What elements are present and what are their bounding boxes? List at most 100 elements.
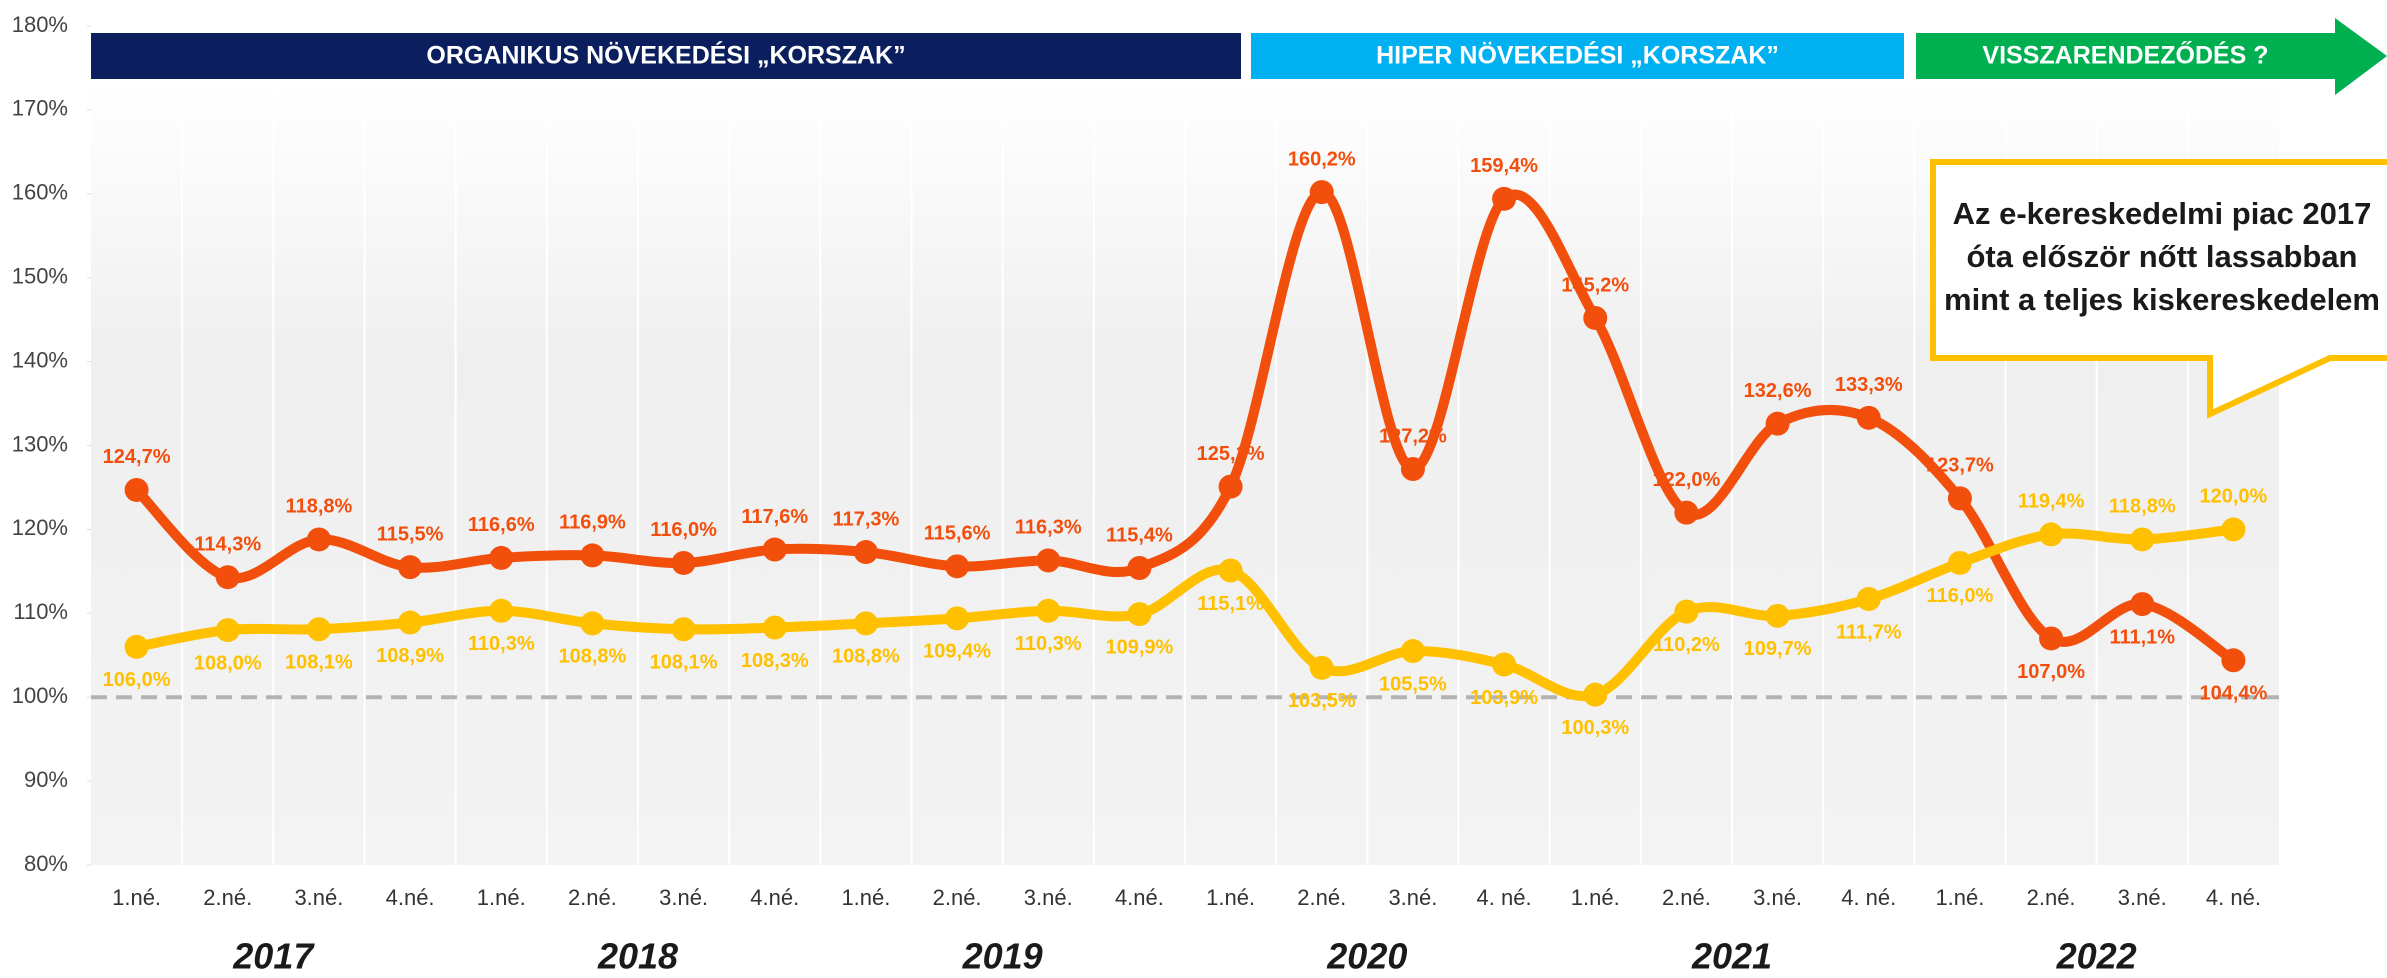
data-label: 116,9% [559,512,626,534]
period-banner [1251,33,1904,79]
data-point [1492,186,1517,211]
data-label: 160,2% [1288,148,1356,170]
data-point [580,611,605,636]
data-point [398,555,423,580]
x-tick-label: 2.né. [2027,885,2076,910]
data-label: 118,8% [286,496,353,518]
data-point [1309,655,1334,680]
data-point [1218,558,1243,583]
data-point [215,565,240,590]
data-label: 108,1% [650,652,718,674]
period-label: HIPER NÖVEKEDÉSI „KORSZAK” [1376,41,1779,70]
data-point [1947,550,1972,575]
x-tick-label: 3.né. [2118,885,2167,910]
year-label: 2018 [597,936,678,977]
data-label: 108,3% [741,650,809,672]
data-label: 132,6% [1744,380,1812,402]
data-point [762,615,787,640]
data-point [853,540,878,565]
callout-box [1930,159,2387,419]
year-label: 2020 [1326,936,1407,977]
data-label: 110,3% [468,633,535,655]
data-point [762,537,787,562]
data-label: 108,0% [194,652,262,674]
period-label: ORGANIKUS NÖVEKEDÉSI „KORSZAK” [426,41,905,70]
callout-text: mint a teljes kiskereskedelem [1944,282,2380,317]
data-point [1674,500,1699,525]
data-label: 110,2% [1653,634,1720,656]
x-tick-label: 2.né. [1662,885,1711,910]
y-tick-label: 120% [12,515,68,540]
x-tick-label: 1.né. [841,885,890,910]
data-label: 116,0% [650,519,717,541]
data-label: 117,6% [741,506,808,528]
x-tick-label: 1.né. [112,885,161,910]
data-label: 115,5% [377,523,444,545]
data-point [1127,555,1152,580]
data-point [1856,405,1881,430]
data-label: 119,4% [2018,491,2085,513]
y-tick-label: 170% [12,96,68,121]
data-label: 110,3% [1015,633,1082,655]
data-point [2039,626,2064,651]
data-point [1674,599,1699,624]
data-point [853,611,878,636]
data-point [1947,486,1972,511]
data-label: 115,1% [1197,593,1264,615]
x-tick-label: 3.né. [1024,885,1073,910]
data-point [2221,648,2246,673]
x-tick-label: 3.né. [294,885,343,910]
data-point [945,554,970,579]
data-point [215,618,240,643]
data-label: 109,9% [1105,636,1173,658]
data-label: 111,7% [1836,621,1902,643]
data-label: 117,3% [833,508,900,530]
data-point [306,527,331,552]
x-tick-label: 4. né. [2206,885,2261,910]
x-tick-label: 1.né. [1935,885,1984,910]
period-banner [91,33,1241,79]
data-label: 115,4% [1106,524,1173,546]
data-label: 108,8% [832,646,900,668]
y-tick-label: 90% [24,767,68,792]
y-tick-label: 140% [12,347,68,372]
data-label: 109,7% [1744,638,1812,660]
data-label: 124,7% [103,446,171,468]
y-tick-label: 80% [24,851,68,876]
data-point [1492,652,1517,677]
y-tick-label: 160% [12,180,68,205]
y-tick-label: 100% [12,683,68,708]
year-label: 2019 [962,936,1043,977]
data-point [1400,639,1425,664]
data-label: 122,0% [1652,469,1720,491]
data-point [124,634,149,659]
x-tick-label: 3.né. [659,885,708,910]
period-label: VISSZARENDEZŐDÉS ? [1982,41,2268,70]
data-label: 108,8% [558,646,626,668]
data-point [1856,587,1881,612]
data-point [489,598,514,623]
data-label: 108,1% [285,652,353,674]
data-label: 116,6% [468,514,535,536]
data-label: 108,9% [376,645,444,667]
data-point [2039,522,2064,547]
data-point [1765,603,1790,628]
year-label: 2022 [2056,936,2137,977]
data-point [2130,527,2155,552]
data-label: 115,6% [924,523,991,545]
data-point [580,543,605,568]
data-label: 114,3% [194,534,261,556]
data-label: 100,3% [1561,717,1629,739]
data-label: 107,0% [2017,661,2085,683]
data-point [1583,305,1608,330]
data-label: 116,0% [1927,585,1994,607]
data-label: 125,1% [1197,443,1265,465]
year-label: 2017 [232,936,315,977]
x-tick-label: 4.né. [750,885,799,910]
data-label: 109,4% [923,641,991,663]
data-point [671,550,696,575]
data-point [1765,411,1790,436]
data-point [1309,180,1334,205]
